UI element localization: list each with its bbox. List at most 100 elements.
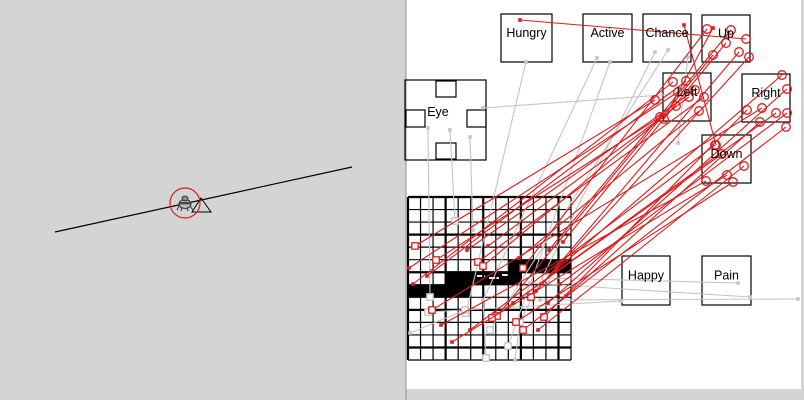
node-box-chance[interactable]	[642, 13, 692, 63]
connection-endpoint-circle	[671, 101, 681, 111]
connection-endpoint-square	[486, 244, 490, 248]
node-label-chance: Chance	[645, 26, 688, 40]
node-label-left: Left	[677, 85, 698, 99]
connection-endpoint-square	[448, 128, 452, 132]
connection-endpoint-square	[513, 358, 517, 362]
connection-endpoint-square	[554, 268, 558, 272]
eye-sensor-square	[435, 80, 457, 98]
connection-endpoint-square	[736, 281, 740, 285]
connection-endpoint-square	[564, 294, 568, 298]
connection-endpoint-square	[518, 18, 522, 22]
connection-line-inactive	[449, 129, 456, 222]
connection-endpoint-square	[546, 301, 550, 305]
connection-endpoint-square	[407, 266, 411, 270]
connection-line-active	[482, 105, 677, 267]
connection-endpoint-square	[471, 228, 475, 232]
connection-endpoint-circle	[711, 140, 721, 150]
connection-endpoint-square-open	[411, 242, 419, 250]
connection-endpoint-circle	[744, 52, 754, 62]
connection-endpoint-square	[425, 274, 429, 278]
connection-line-active	[466, 89, 696, 251]
connection-endpoint-circle	[777, 70, 787, 80]
connection-endpoint-circle	[722, 170, 732, 180]
connection-endpoint-square	[676, 141, 680, 145]
connection-endpoint-square-open	[474, 258, 482, 266]
connection-line-inactive	[529, 282, 751, 298]
node-box-down[interactable]	[701, 134, 752, 184]
world-layer	[54, 166, 353, 233]
eye-sensor-square	[466, 109, 487, 128]
connection-endpoint-square-open	[512, 318, 520, 326]
connection-endpoint-square	[465, 248, 469, 252]
connection-endpoint-square	[538, 298, 542, 302]
connection-endpoint-square	[711, 26, 715, 30]
connection-line-active	[663, 27, 714, 120]
eye-sensor-square	[405, 109, 426, 128]
connection-line-inactive	[482, 299, 487, 359]
connection-endpoint-square	[619, 299, 623, 303]
connection-endpoint-square-open	[519, 264, 527, 272]
connection-endpoint-square	[468, 135, 472, 139]
connection-endpoint-circle	[694, 106, 704, 116]
node-box-right[interactable]	[741, 73, 791, 123]
connection-line-inactive	[545, 277, 739, 284]
connection-line-active	[426, 80, 687, 277]
connection-line-active	[522, 28, 708, 269]
connection-line-active	[537, 165, 745, 331]
connection-line-active	[530, 51, 740, 298]
connection-endpoint-square	[748, 295, 752, 299]
connection-line-active	[535, 56, 750, 292]
direction-triangle	[191, 197, 212, 213]
connection-line-active	[683, 24, 717, 146]
connection-endpoint-square-open	[486, 326, 494, 334]
connection-endpoint-circle	[701, 176, 711, 186]
connection-endpoint-square-open	[426, 293, 434, 301]
connection-endpoint-circle	[708, 50, 718, 60]
retina-view-mark	[477, 275, 485, 277]
connection-line-inactive	[677, 56, 689, 144]
connection-endpoint-circle	[782, 84, 792, 94]
connection-line-active	[440, 180, 707, 326]
connection-endpoint-circle	[681, 76, 691, 86]
connection-endpoint-square	[653, 50, 657, 54]
connection-endpoint-square	[547, 248, 551, 252]
connection-endpoint-square	[524, 60, 528, 64]
connection-endpoint-square-open	[504, 342, 512, 350]
connection-endpoint-square	[528, 281, 532, 285]
node-label-up: Up	[718, 27, 734, 41]
node-label-happy: Happy	[628, 269, 665, 283]
connection-line-active	[496, 54, 714, 317]
node-box-pain[interactable]	[701, 255, 752, 306]
connection-line-active	[469, 144, 716, 331]
brain-panel-background	[406, 0, 801, 389]
node-box-active[interactable]	[582, 13, 633, 63]
connection-line-active	[491, 153, 723, 319]
connection-endpoint-square	[561, 240, 565, 244]
connection-endpoint-square-open	[432, 256, 440, 264]
connection-endpoint-square	[686, 55, 690, 59]
connection-line-inactive	[427, 127, 431, 298]
connection-endpoint-square-open	[479, 262, 487, 270]
creature-sprite[interactable]	[176, 195, 194, 212]
connection-line-inactive	[507, 61, 611, 347]
connection-endpoint-circle	[726, 25, 736, 35]
node-label-eye: Eye	[427, 105, 449, 119]
connection-endpoint-circle	[721, 38, 731, 48]
connection-line-active	[548, 29, 732, 251]
retina-view-mark	[502, 274, 508, 276]
node-label-active: Active	[590, 26, 624, 40]
connection-endpoint-square-open	[540, 313, 548, 321]
connection-endpoint-square	[595, 56, 599, 60]
connection-line-active	[515, 181, 734, 323]
terrain-line	[54, 166, 353, 233]
connection-endpoint-circle	[781, 122, 791, 132]
connection-endpoint-square	[536, 328, 540, 332]
node-label-hungry: Hungry	[506, 26, 547, 40]
connection-endpoint-square	[682, 23, 686, 27]
creature-head	[181, 195, 189, 202]
connection-endpoint-circle	[690, 85, 700, 95]
retina-view-mark	[489, 277, 499, 279]
connection-endpoint-circle	[734, 47, 744, 57]
